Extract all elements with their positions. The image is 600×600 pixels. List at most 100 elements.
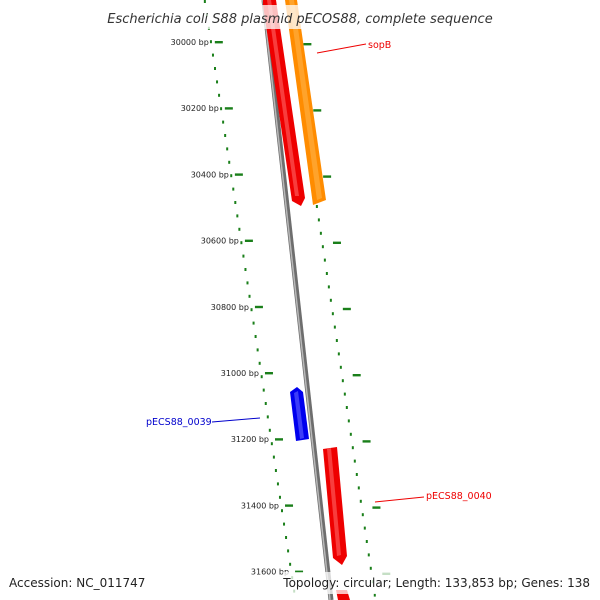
ruler-dot bbox=[250, 308, 253, 312]
outer-ruler-labels: 30000 bp 30200 bp 30400 bp 30600 bp 30800 bp… bbox=[171, 38, 289, 577]
ruler-tick-label: 31600 bp bbox=[251, 568, 289, 577]
ruler-dot bbox=[266, 415, 269, 419]
plasmid-backbone-highlight bbox=[262, 0, 331, 600]
ruler-dot bbox=[218, 93, 221, 97]
ruler-tick-label: 30200 bp bbox=[181, 104, 219, 113]
ruler-dot bbox=[224, 134, 227, 137]
ruler-dot bbox=[341, 379, 344, 383]
ruler-dot bbox=[226, 147, 229, 151]
outer-ruler-major-ticks bbox=[214, 41, 391, 575]
ruler-dot bbox=[321, 245, 324, 249]
ruler-dot bbox=[280, 509, 283, 513]
ruler-dot bbox=[240, 241, 243, 245]
ruler-dot bbox=[335, 339, 338, 342]
gene-label-sopB[interactable]: sopB bbox=[368, 40, 391, 51]
ruler-dot bbox=[283, 522, 286, 526]
ruler-dot bbox=[337, 352, 340, 356]
ruler-dot bbox=[327, 285, 330, 289]
ruler-dot bbox=[351, 446, 354, 450]
ruler-dot bbox=[373, 593, 376, 597]
ruler-major-tick bbox=[214, 41, 223, 44]
ruler-tick-label: 31200 bp bbox=[231, 435, 269, 444]
ruler-dot bbox=[278, 495, 281, 499]
inner-major-tick bbox=[342, 307, 351, 311]
plasmid-backbone bbox=[261, 0, 334, 600]
ruler-dot bbox=[347, 419, 350, 423]
ruler-dot bbox=[319, 231, 322, 235]
gene-arrow-sopB-highlight bbox=[267, 0, 299, 196]
ruler-major-tick bbox=[254, 305, 263, 309]
ruler-dot bbox=[359, 499, 362, 503]
ruler-dot bbox=[339, 365, 342, 369]
ruler-dot bbox=[211, 53, 214, 57]
ruler-dot bbox=[367, 553, 370, 557]
ruler-major-tick bbox=[234, 173, 243, 176]
ruler-major-tick bbox=[264, 372, 273, 375]
ruler-dot bbox=[353, 459, 356, 463]
gene-label-pECS88_0040[interactable]: pECS88_0040 bbox=[426, 491, 492, 502]
ruler-dot bbox=[254, 335, 257, 338]
ruler-dot bbox=[369, 566, 372, 570]
ruler-dot bbox=[355, 473, 358, 476]
ruler-dot bbox=[238, 227, 241, 231]
gene-track-orange-highlight bbox=[289, 0, 322, 200]
ruler-dot bbox=[222, 120, 225, 124]
ruler-tick-label: 30400 bp bbox=[191, 170, 229, 179]
ruler-dot bbox=[252, 321, 255, 325]
ruler-dot bbox=[234, 201, 237, 204]
inner-major-tick bbox=[332, 241, 341, 244]
ruler-dot bbox=[216, 80, 219, 84]
ruler-dot bbox=[248, 294, 251, 298]
ruler-tick-label: 30600 bp bbox=[201, 237, 239, 246]
ruler-major-tick bbox=[224, 107, 233, 110]
summary-text: Topology: circular; Length: 133,853 bp; … bbox=[282, 576, 590, 590]
ruler-dot bbox=[289, 562, 292, 566]
ruler-major-tick bbox=[244, 239, 253, 242]
ruler-dot bbox=[285, 536, 288, 539]
ruler-dot bbox=[214, 67, 217, 70]
ruler-dot bbox=[264, 402, 267, 405]
ruler-tick-label: 31400 bp bbox=[241, 501, 279, 510]
ruler-dot bbox=[357, 486, 360, 490]
ruler-major-tick bbox=[295, 570, 304, 573]
inner-major-tick bbox=[372, 506, 381, 509]
ruler-dot bbox=[203, 0, 206, 3]
ruler-dot bbox=[329, 298, 332, 302]
ruler-dot bbox=[272, 455, 275, 459]
ruler-dot bbox=[274, 469, 277, 472]
ruler-dot bbox=[361, 513, 364, 517]
gene-arrow-pECS88_0040-highlight bbox=[327, 448, 341, 556]
outer-ruler-dots bbox=[203, 0, 296, 593]
inner-major-tick bbox=[313, 109, 322, 112]
ruler-dot bbox=[232, 187, 235, 191]
inner-major-tick bbox=[303, 43, 312, 46]
ruler-dot bbox=[246, 281, 249, 285]
ruler-dot bbox=[268, 428, 271, 432]
gene-label-pECS88_0039[interactable]: pECS88_0039 bbox=[146, 417, 212, 428]
ruler-dot bbox=[262, 388, 265, 392]
ruler-tick-label: 31000 bp bbox=[221, 369, 259, 378]
ruler-dot bbox=[325, 272, 328, 275]
ruler-dot bbox=[258, 361, 261, 365]
inner-major-tick bbox=[323, 175, 332, 178]
ruler-dot bbox=[228, 160, 231, 164]
ruler-major-tick bbox=[285, 504, 294, 507]
ruler-dot bbox=[256, 348, 259, 352]
ruler-dot bbox=[315, 205, 318, 208]
inner-major-tick bbox=[352, 374, 361, 377]
ruler-major-tick bbox=[274, 438, 283, 441]
ruler-dot bbox=[276, 482, 279, 486]
ruler-dot bbox=[270, 442, 273, 446]
accession-text: Accession: NC_011747 bbox=[9, 576, 145, 590]
title-background bbox=[88, 5, 512, 29]
gene-arrow-pECS88_0039-highlight bbox=[294, 391, 304, 439]
ruler-dot bbox=[349, 432, 352, 436]
ruler-dot bbox=[343, 392, 346, 396]
leader-line-pECS88_0040 bbox=[374, 496, 425, 503]
ruler-dot bbox=[242, 254, 245, 258]
ruler-dot bbox=[363, 526, 366, 530]
ruler-dot bbox=[244, 268, 247, 271]
map-title: Escherichia coli S88 plasmid pECOS88, co… bbox=[107, 12, 492, 27]
leader-line-sopB bbox=[316, 43, 367, 54]
